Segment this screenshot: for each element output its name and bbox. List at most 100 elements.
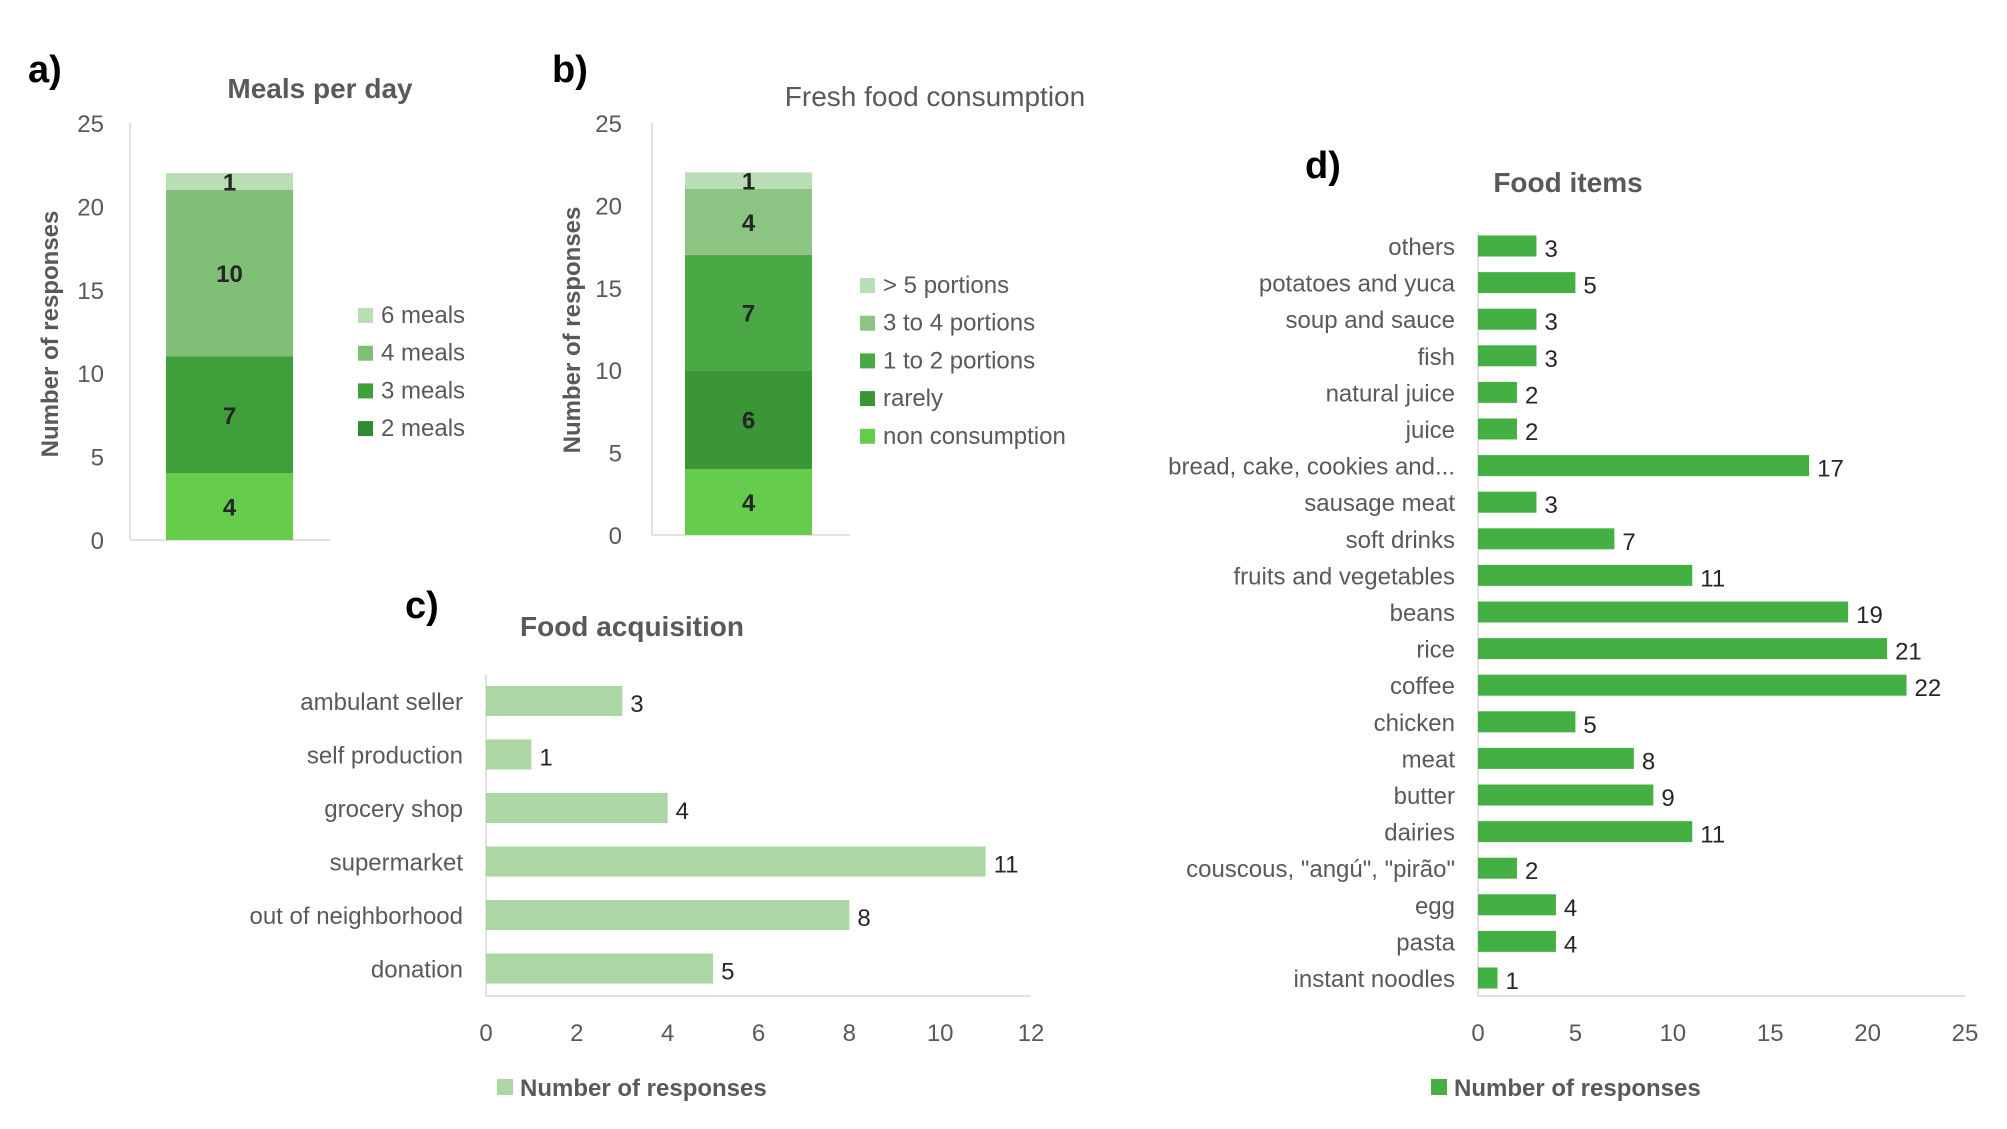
d-category-label: soup and sauce [1286, 307, 1455, 334]
panel-c-food-acquisition: c) Food acquisition ambulant seller 3 self… [249, 585, 1044, 1102]
b-legend-label: rarely [883, 385, 943, 412]
d-xtick-label: 5 [1569, 1020, 1582, 1047]
d-bar-value: 2 [1525, 858, 1538, 885]
d-category-label: sausage meat [1304, 490, 1455, 517]
b-segment [685, 254, 812, 371]
panel-b-fresh-food: b) Fresh food consumption Number of resp… [552, 49, 1085, 550]
d-category-label: soft drinks [1346, 527, 1455, 554]
c-bar [486, 793, 668, 823]
d-category-label: coffee [1390, 673, 1455, 700]
c-xtick-label: 4 [661, 1020, 674, 1047]
d-bar-value: 1 [1505, 968, 1518, 995]
d-bar [1478, 272, 1576, 294]
chart-a-legend: 6 meals 4 meals 3 meals 2 meals [358, 302, 465, 442]
d-bar [1478, 455, 1810, 477]
b-legend-swatch [860, 315, 875, 331]
d-bar [1478, 345, 1537, 367]
b-segment-label: 4 [742, 490, 756, 517]
d-category-label: butter [1394, 783, 1455, 810]
a-segment [166, 189, 293, 357]
d-bar-value: 11 [1700, 822, 1725, 849]
panel-d-letter: d) [1305, 145, 1341, 187]
a-legend-label: 3 meals [381, 377, 465, 404]
a-ytick-label: 5 [91, 445, 104, 472]
b-segment-label: 6 [742, 408, 755, 435]
c-category-label: supermarket [330, 850, 464, 877]
b-ytick-label: 20 [595, 193, 622, 220]
d-bar-value: 3 [1544, 309, 1557, 336]
d-bar-value: 4 [1564, 895, 1577, 922]
c-xtick-label: 8 [843, 1020, 856, 1047]
d-bar [1478, 638, 1888, 660]
d-bar [1478, 674, 1907, 696]
d-category-label: others [1388, 234, 1455, 261]
c-xtick-label: 0 [479, 1020, 492, 1047]
c-bar [486, 739, 532, 770]
d-bar-value: 3 [1544, 346, 1557, 373]
b-legend-label: > 5 portions [883, 272, 1009, 299]
b-legend-label: 3 to 4 portions [883, 310, 1035, 337]
chart-d-bars: others 3 potatoes and yuca 5 soup and sauce 3… [1168, 234, 1941, 995]
c-bar [486, 686, 623, 716]
d-category-label: dairies [1384, 820, 1455, 847]
chart-c-legend-label: Number of responses [520, 1075, 767, 1102]
chart-d-title: Food items [1493, 167, 1642, 198]
d-bar-value: 19 [1856, 602, 1883, 629]
d-bar [1478, 821, 1693, 843]
a-ytick-label: 0 [91, 528, 104, 555]
b-ytick-label: 15 [595, 276, 622, 303]
d-bar [1478, 418, 1517, 440]
a-segment-label: 1 [223, 169, 236, 196]
b-legend-label: non consumption [883, 423, 1066, 450]
b-ytick-label: 25 [595, 111, 622, 138]
a-segment-label: 4 [223, 495, 237, 522]
d-xtick-label: 15 [1757, 1020, 1784, 1047]
chart-a-ylabel: Number of responses [37, 211, 64, 458]
b-legend-swatch [860, 278, 875, 293]
b-legend-swatch [860, 391, 875, 407]
chart-b-ylabel: Number of responses [559, 207, 586, 454]
d-bar [1478, 528, 1615, 550]
d-bar-value: 9 [1661, 785, 1674, 812]
d-category-label: fish [1418, 344, 1455, 371]
d-bar [1478, 784, 1654, 806]
d-bar-value: 21 [1895, 639, 1922, 666]
a-segment-label: 10 [216, 261, 243, 288]
chart-a-title: Meals per day [227, 73, 413, 104]
panel-c-letter: c) [405, 585, 439, 627]
b-ytick-label: 10 [595, 358, 622, 385]
a-legend-swatch [358, 421, 373, 437]
c-xtick-label: 12 [1018, 1020, 1045, 1047]
c-bar [486, 953, 714, 984]
c-bar [486, 846, 986, 877]
d-bar [1478, 308, 1537, 330]
c-bar-value: 8 [857, 905, 870, 932]
c-category-label: out of neighborhood [249, 903, 463, 930]
panel-a-meals-per-day: a) Meals per day Number of responses 0 5 1… [28, 49, 465, 555]
d-category-label: beans [1390, 600, 1455, 627]
d-bar [1478, 894, 1556, 916]
a-legend-label: 2 meals [381, 415, 465, 442]
d-bar-value: 7 [1622, 529, 1635, 556]
c-bar [486, 900, 850, 930]
chart-c-x-ticks: 0 2 4 6 8 10 12 [479, 1020, 1044, 1047]
d-category-label: couscous, "angú", "pirão" [1186, 856, 1455, 883]
d-category-label: chicken [1374, 710, 1455, 737]
d-bar [1478, 711, 1576, 733]
d-category-label: meat [1402, 746, 1456, 773]
c-xtick-label: 2 [570, 1020, 583, 1047]
d-category-label: juice [1405, 417, 1455, 444]
a-segment-label: 7 [223, 403, 236, 430]
d-bar [1478, 930, 1556, 952]
d-xtick-label: 25 [1952, 1020, 1979, 1047]
c-bar-value: 4 [676, 798, 689, 825]
d-category-label: rice [1416, 637, 1455, 664]
a-ytick-label: 15 [77, 278, 104, 305]
d-bar-value: 8 [1642, 748, 1655, 775]
d-category-label: egg [1415, 893, 1455, 920]
c-xtick-label: 10 [927, 1020, 954, 1047]
d-bar [1478, 235, 1537, 257]
d-bar-value: 17 [1817, 456, 1844, 483]
chart-c-legend-swatch [497, 1079, 513, 1095]
